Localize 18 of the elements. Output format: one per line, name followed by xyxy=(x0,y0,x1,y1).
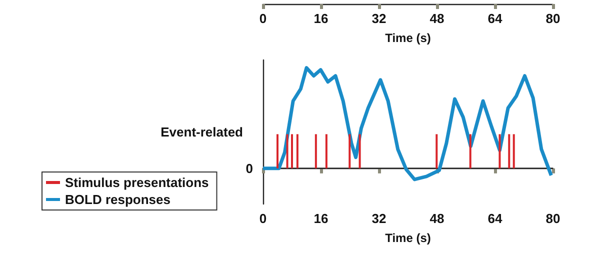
y-axis-title: Event-related xyxy=(160,124,244,140)
x-tick-label: 32 xyxy=(372,211,386,226)
legend-label: BOLD responses xyxy=(65,192,170,207)
x2-tick-label: 48 xyxy=(430,11,444,26)
x-tick-label: 64 xyxy=(488,211,503,226)
x2-axis-title: Time (s) xyxy=(385,31,431,45)
x-tick-label: 80 xyxy=(546,211,560,226)
x-tick-label: 0 xyxy=(259,211,267,226)
x-tick-label: 48 xyxy=(430,211,444,226)
text: 0 xyxy=(246,160,253,176)
x2-tick-label: 80 xyxy=(546,11,560,26)
x2-tick-label: 32 xyxy=(372,11,386,26)
x-tick-label: 16 xyxy=(314,211,328,226)
x2-tick-label: 16 xyxy=(314,11,328,26)
x-axis-title: Time (s) xyxy=(385,231,431,245)
x2-tick-label: 0 xyxy=(259,11,267,26)
legend-label: Stimulus presentations xyxy=(65,175,209,190)
x2-tick-label: 64 xyxy=(488,11,503,26)
